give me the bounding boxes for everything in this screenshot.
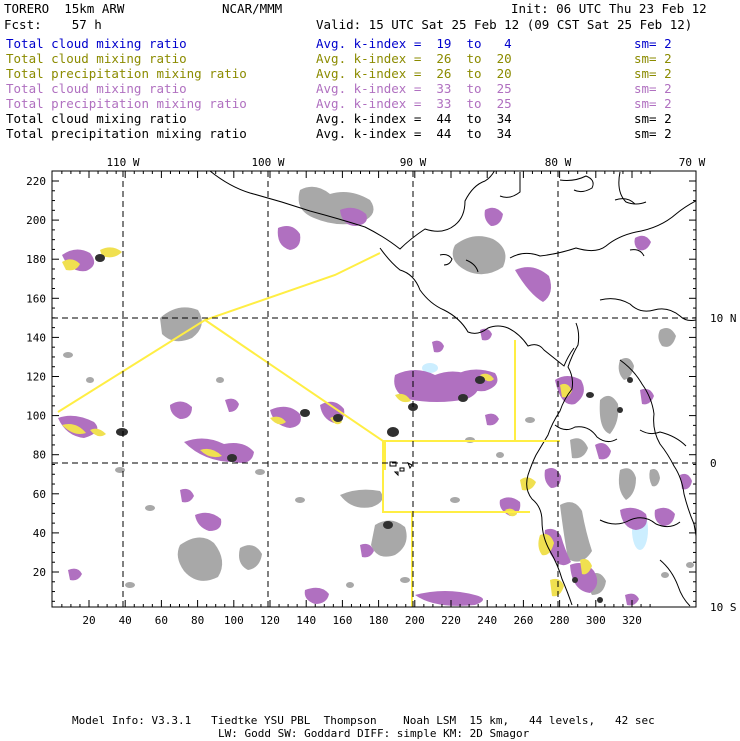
x-tick-label: 200 (405, 614, 425, 627)
x-tick-label: 100 (224, 614, 244, 627)
legend-smoothing: sm= 2 (634, 96, 672, 111)
cloud-mixing-areas (63, 186, 694, 595)
legend-smoothing: sm= 2 (634, 66, 672, 81)
model-name: TORERO 15km ARW (4, 1, 125, 16)
y-tick-label: 100 (26, 410, 46, 423)
coastlines (209, 171, 696, 607)
legend-kindex-range: Avg. k-index = 33 to 25 (316, 81, 512, 96)
x-tick-label: 120 (260, 614, 280, 627)
longitude-label: 70 W (679, 156, 706, 169)
axis-ticks (52, 171, 696, 607)
legend-kindex-range: Avg. k-index = 33 to 25 (316, 96, 512, 111)
latitude-label: 10 N (710, 312, 737, 325)
x-tick-label: 300 (586, 614, 606, 627)
legend-kindex-range: Avg. k-index = 26 to 20 (316, 51, 512, 66)
init-time: Init: 06 UTC Thu 23 Feb 12 (511, 1, 707, 16)
x-tick-label: 20 (82, 614, 95, 627)
y-tick-label: 80 (33, 449, 46, 462)
legend-field-label: Total cloud mixing ratio (6, 111, 187, 126)
lat-lon-grid (52, 171, 696, 607)
legend-field-label: Total cloud mixing ratio (6, 36, 187, 51)
legend-smoothing: sm= 2 (634, 111, 672, 126)
legend-field-label: Total precipitation mixing ratio (6, 66, 247, 81)
y-tick-label: 20 (33, 566, 46, 579)
footer-model-info: Model Info: V3.3.1 Tiedtke YSU PBL Thomp… (72, 714, 655, 727)
x-tick-label: 180 (369, 614, 389, 627)
x-tick-label: 40 (119, 614, 132, 627)
x-tick-label: 220 (441, 614, 461, 627)
legend-field-label: Total cloud mixing ratio (6, 81, 187, 96)
flight-track (57, 252, 560, 607)
legend-kindex-range: Avg. k-index = 19 to 4 (316, 36, 512, 51)
y-tick-label: 120 (26, 371, 46, 384)
x-tick-label: 60 (155, 614, 168, 627)
legend-smoothing: sm= 2 (634, 36, 672, 51)
latitude-label: 0 (710, 457, 717, 470)
footer-physics: LW: Godd SW: Goddard DIFF: simple KM: 2D… (218, 727, 530, 740)
longitude-label: 110 W (106, 156, 139, 169)
forecast-hour: Fcst: 57 h (4, 17, 102, 32)
x-tick-label: 80 (191, 614, 204, 627)
plot-frame (51, 170, 697, 608)
y-tick-label: 140 (26, 331, 46, 344)
y-tick-label: 60 (33, 488, 46, 501)
valid-time: Valid: 15 UTC Sat 25 Feb 12 (09 CST Sat … (316, 17, 693, 32)
field-layer (57, 171, 696, 607)
legend-kindex-range: Avg. k-index = 44 to 34 (316, 126, 512, 141)
legend-field-label: Total cloud mixing ratio (6, 51, 187, 66)
legend-field-label: Total precipitation mixing ratio (6, 126, 247, 141)
legend-kindex-range: Avg. k-index = 44 to 34 (316, 111, 512, 126)
longitude-label: 80 W (545, 156, 572, 169)
legend-smoothing: sm= 2 (634, 51, 672, 66)
y-tick-label: 220 (26, 175, 46, 188)
legend-field-label: Total precipitation mixing ratio (6, 96, 247, 111)
latitude-label: 10 S (710, 601, 737, 614)
legend-kindex-range: Avg. k-index = 26 to 20 (316, 66, 512, 81)
longitude-label: 100 W (251, 156, 284, 169)
x-tick-label: 320 (622, 614, 642, 627)
x-tick-label: 140 (296, 614, 316, 627)
y-tick-label: 40 (33, 527, 46, 540)
x-tick-label: 280 (550, 614, 570, 627)
x-tick-label: 160 (332, 614, 352, 627)
longitude-label: 90 W (400, 156, 427, 169)
legend-smoothing: sm= 2 (634, 81, 672, 96)
cloud-dark-cores (95, 254, 633, 603)
y-tick-label: 160 (26, 292, 46, 305)
x-tick-label: 260 (513, 614, 533, 627)
organization: NCAR/MMM (222, 1, 283, 16)
axis-tick-labels: 220 200 180 160 140 120 100 80 60 40 20 20 40 60 80 100… (26, 156, 736, 627)
y-tick-label: 200 (26, 214, 46, 227)
y-tick-label: 180 (26, 253, 46, 266)
legend-smoothing: sm= 2 (634, 126, 672, 141)
x-tick-label: 240 (477, 614, 497, 627)
yellow-precip-areas (62, 247, 592, 597)
